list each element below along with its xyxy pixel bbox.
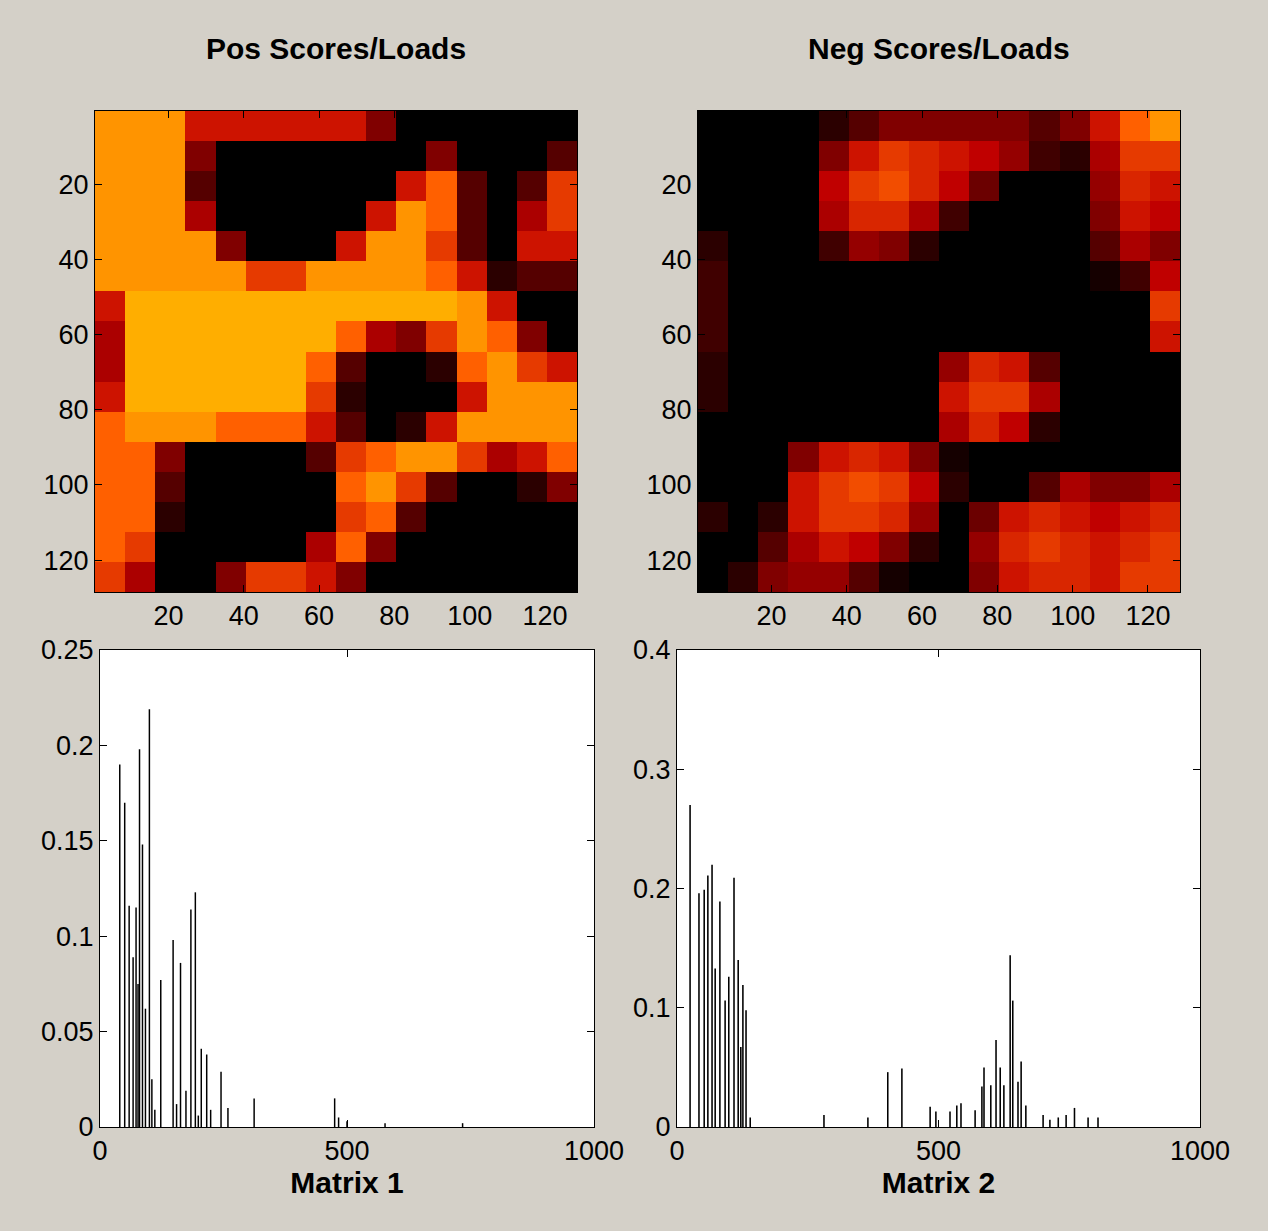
svg-text:80: 80	[379, 601, 409, 631]
svg-text:20: 20	[59, 170, 89, 200]
svg-text:40: 40	[59, 245, 89, 275]
svg-text:0.1: 0.1	[56, 922, 94, 952]
svg-text:80: 80	[59, 395, 89, 425]
svg-text:40: 40	[832, 601, 862, 631]
svg-text:Pos Scores/Loads: Pos Scores/Loads	[206, 32, 466, 65]
svg-text:60: 60	[304, 601, 334, 631]
svg-text:120: 120	[647, 546, 692, 576]
svg-text:0.25: 0.25	[41, 635, 94, 665]
svg-text:80: 80	[982, 601, 1012, 631]
svg-text:120: 120	[44, 546, 89, 576]
svg-text:Matrix 1: Matrix 1	[290, 1166, 403, 1199]
svg-text:0: 0	[92, 1136, 107, 1166]
svg-text:1000: 1000	[1170, 1136, 1230, 1166]
svg-text:60: 60	[662, 320, 692, 350]
svg-text:20: 20	[662, 170, 692, 200]
svg-text:100: 100	[1050, 601, 1095, 631]
svg-text:Neg Scores/Loads: Neg Scores/Loads	[808, 32, 1070, 65]
svg-text:0.15: 0.15	[41, 826, 94, 856]
svg-text:40: 40	[662, 245, 692, 275]
svg-text:0.2: 0.2	[56, 731, 94, 761]
svg-text:40: 40	[229, 601, 259, 631]
svg-text:Matrix 2: Matrix 2	[882, 1166, 995, 1199]
svg-text:500: 500	[916, 1136, 961, 1166]
svg-text:0: 0	[669, 1136, 684, 1166]
svg-text:120: 120	[522, 601, 567, 631]
svg-text:0: 0	[656, 1112, 671, 1142]
svg-text:100: 100	[447, 601, 492, 631]
svg-text:1000: 1000	[564, 1136, 624, 1166]
svg-text:100: 100	[44, 470, 89, 500]
svg-text:0.1: 0.1	[633, 993, 671, 1023]
svg-text:0.05: 0.05	[41, 1017, 94, 1047]
svg-text:100: 100	[647, 470, 692, 500]
svg-text:500: 500	[324, 1136, 369, 1166]
svg-text:0.3: 0.3	[633, 755, 671, 785]
svg-text:20: 20	[756, 601, 786, 631]
svg-text:0.4: 0.4	[633, 635, 671, 665]
svg-text:20: 20	[153, 601, 183, 631]
svg-text:60: 60	[907, 601, 937, 631]
svg-text:0.2: 0.2	[633, 874, 671, 904]
svg-text:120: 120	[1125, 601, 1170, 631]
svg-text:0: 0	[79, 1112, 94, 1142]
svg-text:60: 60	[59, 320, 89, 350]
svg-text:80: 80	[662, 395, 692, 425]
